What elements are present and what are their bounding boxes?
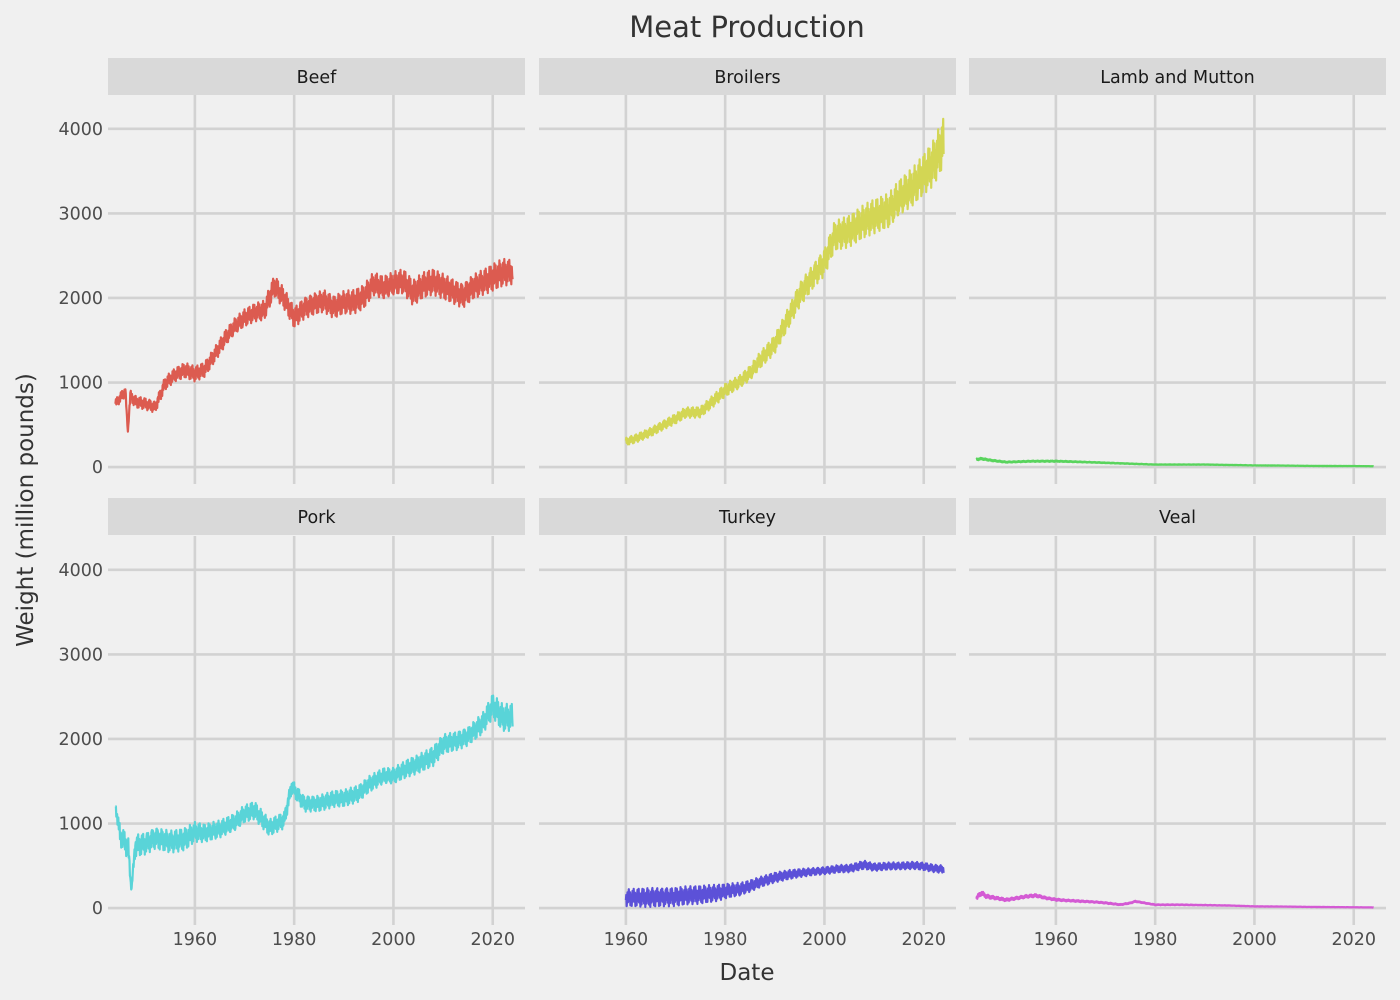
y-tick-label: 0 (92, 458, 103, 478)
series-line-veal (975, 890, 1375, 909)
x-tick-label: 1980 (703, 930, 748, 950)
series-line-pork (114, 694, 514, 891)
facet-label-broilers: Broilers (714, 68, 780, 88)
series-line-broilers (624, 117, 945, 446)
facet-strip-beef (108, 58, 525, 95)
facet-strip-veal (969, 498, 1386, 535)
x-tick-label: 1960 (604, 930, 649, 950)
facet-strip-lamb-and-mutton (969, 58, 1386, 95)
facet-label-pork: Pork (298, 508, 337, 528)
y-tick-label: 1000 (58, 374, 103, 394)
facet-strip-broilers (539, 58, 956, 95)
series-line-turkey (624, 859, 945, 909)
x-tick-label: 2020 (470, 930, 515, 950)
chart-title: Meat Production (629, 10, 865, 44)
facet-pork: Pork 0 1000 2000 3000 4000 1960 1980 2000 2020 (58, 498, 525, 950)
x-tick-label: 2020 (901, 930, 946, 950)
y-tick-label: 3000 (58, 204, 103, 224)
y-tick-label: 1000 (58, 815, 103, 835)
y-tick-label: 2000 (58, 289, 103, 309)
y-tick-label: 3000 (58, 645, 103, 665)
y-tick-label: 4000 (58, 120, 103, 140)
facet-label-turkey: Turkey (718, 508, 776, 528)
facet-veal: Veal 1960 1980 2000 2020 (969, 498, 1386, 950)
series-line-beef (114, 257, 514, 433)
facet-label-veal: Veal (1159, 508, 1196, 528)
x-tick-label: 1980 (1133, 930, 1178, 950)
y-tick-label: 4000 (58, 561, 103, 581)
x-tick-label: 2000 (371, 930, 416, 950)
y-axis-title: Weight (million pounds) (13, 373, 39, 647)
x-tick-label: 2020 (1331, 930, 1376, 950)
facet-strip-pork (108, 498, 525, 535)
facet-beef: Beef 0 1000 2000 3000 4000 (58, 58, 525, 484)
x-axis-title: Date (720, 960, 775, 986)
x-tick-label: 1960 (1034, 930, 1079, 950)
facet-strip-turkey (539, 498, 956, 535)
x-tick-label: 2000 (802, 930, 847, 950)
x-tick-label: 1980 (272, 930, 317, 950)
x-tick-label: 2000 (1232, 930, 1277, 950)
x-tick-label: 1960 (173, 930, 218, 950)
y-tick-label: 0 (92, 899, 103, 919)
facet-broilers: Broilers (539, 58, 956, 484)
facet-label-beef: Beef (297, 68, 338, 88)
y-tick-label: 2000 (58, 730, 103, 750)
facet-lamb-and-mutton: Lamb and Mutton (969, 58, 1386, 484)
facet-label-lamb-and-mutton: Lamb and Mutton (1100, 68, 1254, 88)
facet-panels: Beef 0 1000 2000 3000 4000 Broilers Lamb and Mu… (58, 58, 1386, 950)
facet-turkey: Turkey 1960 1980 2000 2020 (539, 498, 956, 950)
series-line-lamb-and-mutton (975, 456, 1375, 468)
